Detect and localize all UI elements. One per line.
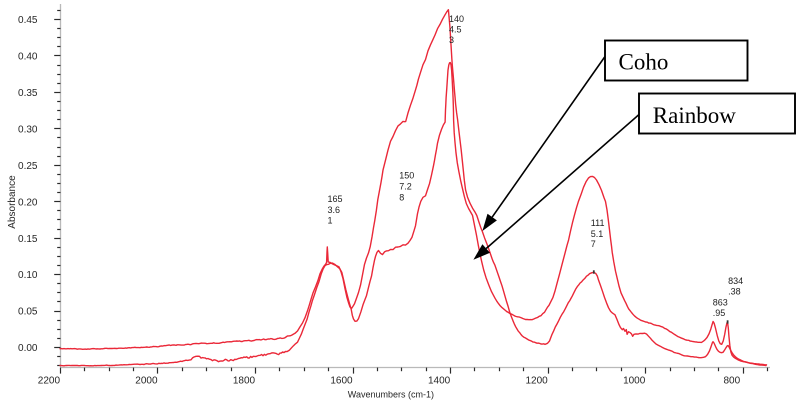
svg-text:1800: 1800 [233, 375, 256, 386]
svg-text:800: 800 [723, 375, 740, 386]
svg-text:150: 150 [399, 171, 414, 181]
svg-text:3.6: 3.6 [328, 205, 341, 215]
svg-text:0.40: 0.40 [18, 52, 38, 63]
svg-text:111: 111 [591, 218, 605, 228]
svg-text:5.1: 5.1 [591, 229, 604, 239]
svg-text:0.10: 0.10 [18, 270, 38, 281]
svg-text:0.25: 0.25 [18, 161, 38, 172]
svg-text:0.00: 0.00 [18, 343, 38, 354]
svg-text:1000: 1000 [623, 375, 646, 386]
svg-text:Wavenumbers (cm-1): Wavenumbers (cm-1) [348, 390, 434, 400]
svg-text:1200: 1200 [525, 375, 548, 386]
svg-text:0.45: 0.45 [18, 15, 38, 26]
svg-text:2200: 2200 [38, 375, 61, 386]
svg-text:3: 3 [449, 35, 454, 45]
svg-text:2000: 2000 [135, 375, 158, 386]
svg-text:7: 7 [591, 239, 596, 249]
svg-text:0.35: 0.35 [18, 88, 38, 99]
svg-text:1400: 1400 [428, 375, 451, 386]
svg-text:Rainbow: Rainbow [653, 103, 736, 128]
svg-text:1600: 1600 [330, 375, 353, 386]
svg-text:0.30: 0.30 [18, 124, 38, 135]
svg-text:.38: .38 [728, 287, 741, 297]
svg-text:0.15: 0.15 [18, 234, 38, 245]
svg-text:1: 1 [328, 216, 333, 226]
svg-text:0.05: 0.05 [18, 307, 38, 318]
svg-text:4.5: 4.5 [449, 25, 462, 35]
svg-text:834: 834 [728, 276, 743, 286]
svg-text:.95: .95 [713, 308, 726, 318]
svg-text:165: 165 [328, 194, 343, 204]
svg-text:140: 140 [449, 14, 464, 24]
svg-text:Absorbance: Absorbance [7, 175, 18, 229]
svg-text:863: 863 [713, 297, 728, 307]
svg-text:8: 8 [399, 192, 404, 202]
svg-text:0.20: 0.20 [18, 197, 38, 208]
svg-text:Coho: Coho [619, 50, 669, 75]
svg-text:7.2: 7.2 [399, 181, 412, 191]
